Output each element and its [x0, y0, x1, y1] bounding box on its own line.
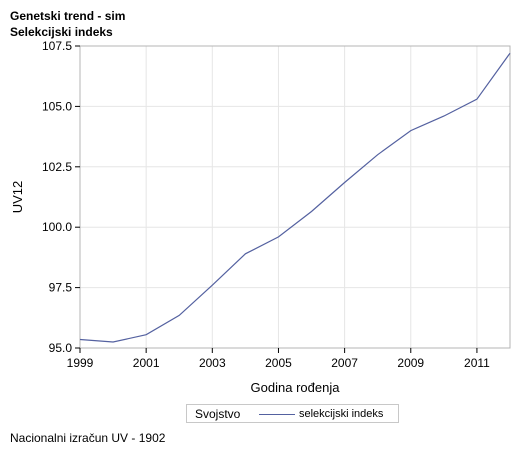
- y-tick-label: 105.0: [42, 99, 72, 113]
- y-tick-label: 95.0: [49, 341, 73, 355]
- x-tick-label: 2007: [331, 356, 358, 370]
- data-point: [509, 52, 511, 54]
- y-axis-title: UV12: [10, 181, 25, 214]
- legend: Svojstvo selekcijski indeks: [186, 404, 399, 423]
- line-chart: 1999 2001 2003 2005 2007 2009 2011 95.0 97.5 100.…: [10, 39, 511, 395]
- data-point: [178, 315, 180, 317]
- data-point: [311, 211, 313, 213]
- data-point: [79, 339, 81, 341]
- axis-ticks: 1999 2001 2003 2005 2007 2009 2011 95.0 97.5 100.…: [42, 39, 490, 370]
- data-point: [377, 154, 379, 156]
- y-tick-label: 107.5: [42, 39, 72, 53]
- data-point: [145, 334, 147, 336]
- grid: [79, 45, 510, 349]
- data-point: [476, 98, 478, 100]
- y-tick-label: 100.0: [42, 220, 72, 234]
- y-tick-label: 97.5: [49, 281, 73, 295]
- plot-area: [79, 45, 511, 349]
- x-tick-label: 2005: [265, 356, 292, 370]
- y-tick-label: 102.5: [42, 160, 72, 174]
- data-point: [443, 115, 445, 117]
- legend-line-swatch: [259, 414, 295, 415]
- series-layer: [79, 52, 511, 343]
- data-point: [112, 341, 114, 343]
- legend-title: Svojstvo: [195, 407, 241, 421]
- x-axis-title: Godina rođenja: [251, 380, 341, 395]
- data-point: [245, 253, 247, 255]
- series-line: [79, 52, 511, 343]
- data-point: [278, 236, 280, 238]
- chart-title-block: Genetski trend - sim Selekcijski indeks: [10, 8, 125, 40]
- x-tick-label: 2001: [133, 356, 160, 370]
- data-point: [344, 182, 346, 184]
- data-point: [212, 284, 214, 286]
- chart-subtitle: Selekcijski indeks: [10, 25, 113, 39]
- x-tick-label: 1999: [67, 356, 94, 370]
- x-tick-label: 2009: [397, 356, 424, 370]
- legend-entry-label: selekcijski indeks: [299, 408, 384, 420]
- data-point: [410, 130, 412, 132]
- x-tick-label: 2011: [464, 356, 490, 370]
- footnote: Nacionalni izračun UV - 1902: [10, 431, 166, 445]
- chart-title: Genetski trend - sim: [10, 9, 126, 23]
- x-tick-label: 2003: [199, 356, 226, 370]
